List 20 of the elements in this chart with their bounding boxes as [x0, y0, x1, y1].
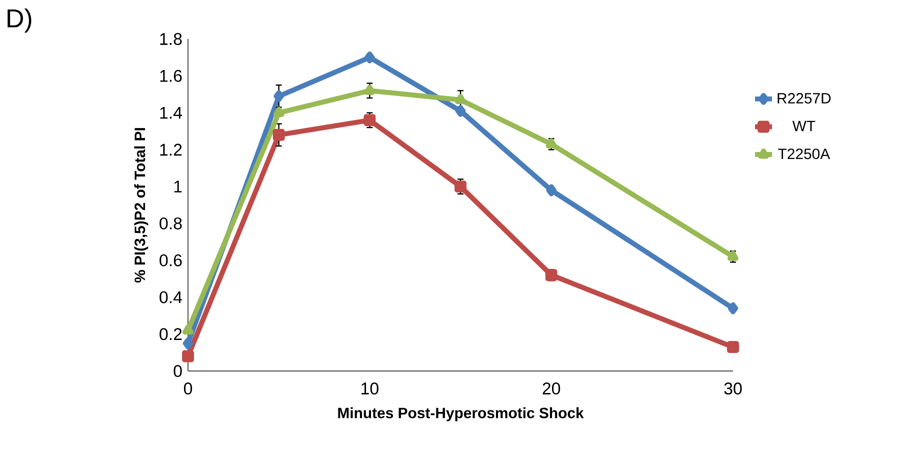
y-tick-label: 1.2 [160, 144, 182, 156]
chart-title: D) [8, 8, 32, 33]
y-tick-label: 0.8 [160, 217, 182, 230]
y-axis-title: % PI(3,5)P2 of Total PI [134, 128, 148, 283]
y-tick-label: 1.4 [160, 106, 182, 119]
x-tick-label: 30 [724, 382, 742, 394]
y-tick-label: 1.8 [160, 33, 182, 45]
y-tick-label: 0.2 [160, 328, 182, 340]
x-tick-label: 10 [362, 382, 378, 394]
x-tick-label: 0 [184, 382, 192, 394]
y-tick-label: 1.6 [160, 70, 182, 82]
y-tick-label: 0.6 [160, 254, 182, 266]
y-tick-label: 1 [174, 180, 182, 192]
x-tick-label: 20 [542, 382, 560, 394]
y-tick-label: 0.4 [160, 291, 182, 304]
legend-label: R2257D [778, 92, 831, 104]
y-tick-label: 0 [174, 365, 182, 377]
legend-label: WT [792, 120, 816, 132]
legend-label: T2250A [778, 148, 830, 160]
x-axis-title: Minutes Post-Hyperosmotic Shock [338, 407, 584, 422]
